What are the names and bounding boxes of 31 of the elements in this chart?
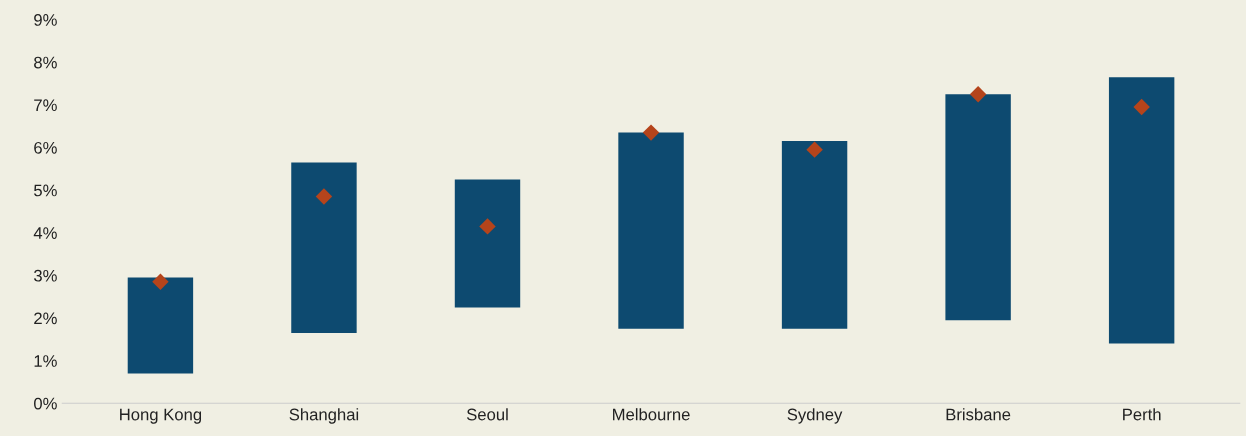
y-tick-label: 2%	[34, 312, 57, 325]
point	[969, 86, 987, 103]
bar	[618, 132, 684, 329]
point	[152, 273, 169, 291]
y-tick-label: 5%	[34, 184, 57, 197]
y-tick-label: 8%	[34, 56, 57, 69]
bar	[127, 277, 194, 374]
x-tick-label: Shanghai	[289, 408, 359, 424]
x-tick-label: Melbourne	[613, 408, 690, 421]
y-tick-label: 1%	[34, 355, 57, 367]
x-tick-label: Seoul	[466, 408, 508, 421]
point	[479, 218, 496, 235]
y-tick-label: 9%	[34, 14, 57, 26]
bar	[1108, 77, 1175, 344]
x-tick-label: Hong Kong	[120, 408, 202, 424]
x-tick-label: Perth	[1123, 408, 1161, 421]
y-tick-label: 4%	[33, 227, 57, 239]
bar	[454, 179, 521, 308]
bar	[945, 94, 1011, 321]
point	[315, 188, 333, 205]
point	[1133, 98, 1150, 116]
x-tick-label: Brisbane	[946, 408, 1011, 421]
y-tick-label: 0%	[34, 397, 57, 410]
x-tick-label: Sydney	[787, 408, 843, 424]
bar	[781, 141, 848, 329]
y-tick-label: 6%	[34, 141, 57, 154]
point	[806, 141, 823, 158]
bar	[291, 162, 357, 333]
y-tick-label: 7%	[34, 99, 57, 112]
point	[642, 124, 660, 141]
y-tick-label: 3%	[33, 269, 57, 282]
